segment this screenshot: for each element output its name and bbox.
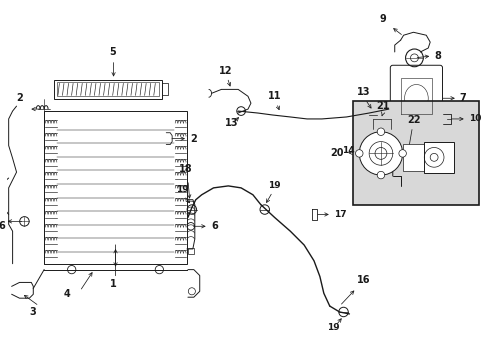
Circle shape: [376, 128, 384, 135]
Bar: [44, 111, 186, 264]
Text: 21: 21: [375, 101, 389, 111]
Text: 19: 19: [326, 323, 339, 332]
Text: 1: 1: [109, 279, 116, 289]
Circle shape: [376, 171, 384, 179]
Text: 3: 3: [29, 307, 36, 317]
Text: 17: 17: [333, 210, 346, 219]
Bar: [424, 141, 453, 173]
Text: 5: 5: [109, 47, 116, 57]
Text: 9: 9: [379, 14, 386, 24]
Text: 20: 20: [329, 148, 343, 158]
Text: 22: 22: [407, 115, 420, 125]
Text: 14: 14: [341, 146, 353, 155]
Text: 15: 15: [371, 134, 384, 143]
Circle shape: [355, 150, 362, 157]
Text: 7: 7: [459, 93, 466, 103]
Text: 6: 6: [211, 221, 218, 231]
Text: 18: 18: [179, 164, 192, 174]
Bar: [353, 101, 478, 204]
Bar: [187, 248, 193, 254]
Text: 4: 4: [64, 289, 71, 299]
Circle shape: [359, 132, 402, 175]
Circle shape: [398, 150, 406, 157]
Text: 6: 6: [0, 221, 5, 231]
Bar: [54, 80, 162, 99]
Text: 19: 19: [175, 185, 188, 194]
Text: 2: 2: [189, 134, 196, 144]
Text: 13: 13: [224, 118, 238, 128]
Text: 10: 10: [468, 114, 480, 123]
Text: 13: 13: [356, 87, 369, 97]
Text: 19: 19: [268, 181, 280, 190]
Text: 2: 2: [16, 93, 23, 103]
Text: 8: 8: [433, 51, 440, 61]
Text: 11: 11: [267, 91, 281, 101]
Text: 12: 12: [218, 66, 232, 76]
Bar: [402, 144, 426, 171]
Text: 16: 16: [356, 275, 369, 285]
Bar: [57, 82, 159, 96]
